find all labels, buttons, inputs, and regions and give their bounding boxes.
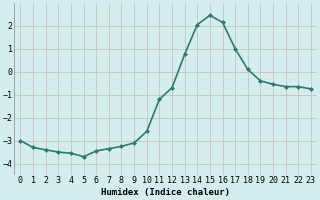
- X-axis label: Humidex (Indice chaleur): Humidex (Indice chaleur): [101, 188, 230, 197]
